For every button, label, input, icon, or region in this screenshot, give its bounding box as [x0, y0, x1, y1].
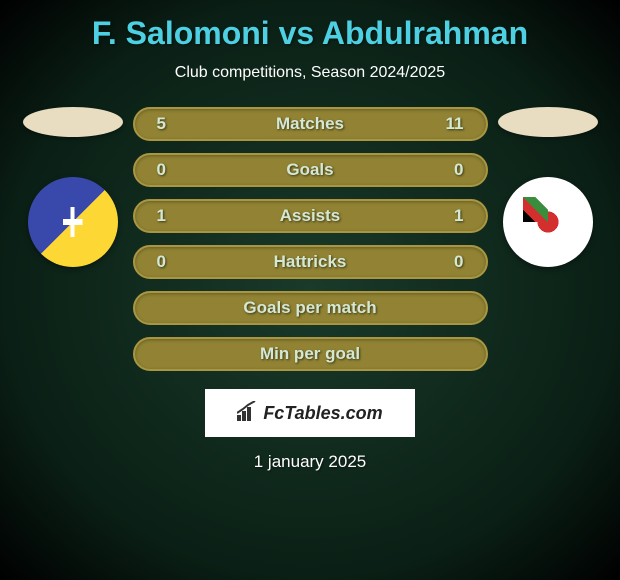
stat-label: Goals: [286, 160, 333, 180]
chart-icon: [237, 401, 259, 426]
club-badge-right: [503, 177, 593, 267]
right-player-column: [488, 107, 608, 267]
stats-column: 5 Matches 11 0 Goals 0 1 Assists 1 0 Hat…: [133, 107, 488, 371]
stat-row-goals-per-match: Goals per match: [133, 291, 488, 325]
footer-site: FcTables.com: [263, 403, 382, 424]
stat-row-hattricks: 0 Hattricks 0: [133, 245, 488, 279]
stat-label: Assists: [280, 206, 340, 226]
page-title: F. Salomoni vs Abdulrahman: [92, 15, 528, 52]
infographic-container: F. Salomoni vs Abdulrahman Club competit…: [0, 0, 620, 482]
footer-date: 1 january 2025: [254, 452, 366, 472]
stat-right-value: 0: [444, 252, 464, 272]
stat-right-value: 0: [444, 160, 464, 180]
left-player-column: [13, 107, 133, 267]
stat-row-matches: 5 Matches 11: [133, 107, 488, 141]
stat-left-value: 1: [157, 206, 177, 226]
stat-row-min-per-goal: Min per goal: [133, 337, 488, 371]
stat-left-value: 0: [157, 252, 177, 272]
stat-label: Min per goal: [260, 344, 360, 364]
stat-row-assists: 1 Assists 1: [133, 199, 488, 233]
stat-left-value: 5: [157, 114, 177, 134]
footer-badge: FcTables.com: [205, 389, 415, 437]
stat-left-value: 0: [157, 160, 177, 180]
player-silhouette-right: [498, 107, 598, 137]
stat-right-value: 1: [444, 206, 464, 226]
player-silhouette-left: [23, 107, 123, 137]
stat-label: Matches: [276, 114, 344, 134]
main-area: 5 Matches 11 0 Goals 0 1 Assists 1 0 Hat…: [0, 107, 620, 371]
subtitle: Club competitions, Season 2024/2025: [175, 64, 445, 82]
stat-label: Hattricks: [274, 252, 347, 272]
stat-label: Goals per match: [243, 298, 376, 318]
club-badge-left: [28, 177, 118, 267]
stat-right-value: 11: [444, 114, 464, 134]
stat-row-goals: 0 Goals 0: [133, 153, 488, 187]
